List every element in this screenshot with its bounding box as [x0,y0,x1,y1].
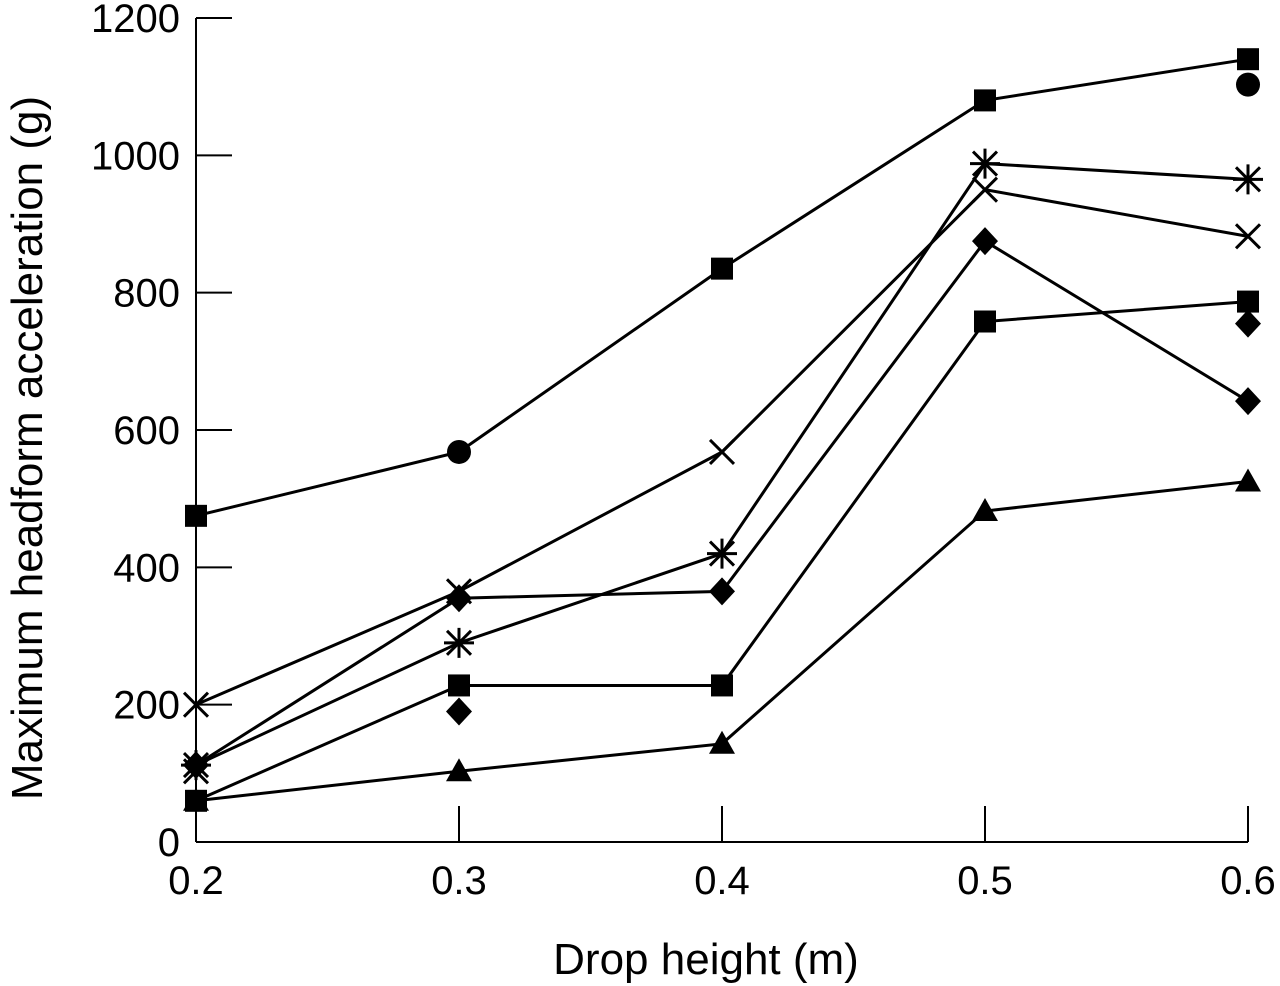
series-line-1 [195,57,1249,518]
x-tick-label: 0.3 [431,859,487,903]
square-marker [974,310,996,333]
diamond-marker [446,697,472,726]
y-tick-label: 800 [113,272,180,316]
diamond-marker [1235,309,1261,338]
cross-marker [182,691,210,718]
x-tick-label: 0.4 [694,859,750,903]
star-marker [444,627,474,658]
x-tick-label: 0.2 [168,859,224,903]
square-marker [1237,290,1259,313]
square-marker [185,504,207,527]
x-axis-title: Drop height (m) [553,935,859,984]
diamond-marker [1235,387,1261,416]
star-marker [707,538,737,569]
diamond-marker [183,751,209,780]
triangle-marker [183,787,209,811]
cross-marker [971,176,999,203]
square-marker [1237,48,1259,71]
cross-marker [182,758,210,785]
square-marker [974,89,996,112]
circle-marker [447,439,471,464]
diamond-marker [446,584,472,613]
star-marker [970,148,1000,179]
diamond-marker [972,227,998,256]
y-tick-label: 0 [158,821,180,865]
axes: 0 200 400 600 800 1000 1200 0.2 0.3 0.4 0.5 0.6 [91,0,1276,903]
y-tick-label: 400 [113,546,180,590]
x-tick-label: 0.5 [957,859,1013,903]
y-tick-label: 1000 [91,134,180,178]
square-marker [448,674,470,697]
x-tick-label: 0.6 [1220,859,1276,903]
y-axis-title: Maximum headform acceleration (g) [3,96,52,800]
star-marker [1233,164,1263,195]
y-tick-label: 200 [113,684,180,728]
square-marker [711,257,733,280]
circle-marker [1236,72,1260,97]
cross-marker [708,438,736,466]
triangle-marker [709,730,735,754]
triangle-marker [446,758,472,782]
diamond-marker [709,577,735,606]
cross-marker [1234,223,1262,250]
triangle-marker [972,498,998,522]
y-tick-label: 600 [113,409,180,453]
triangle-marker [1235,468,1261,492]
data-markers [181,48,1263,812]
y-tick-label: 1200 [91,0,180,41]
square-marker [711,674,733,697]
